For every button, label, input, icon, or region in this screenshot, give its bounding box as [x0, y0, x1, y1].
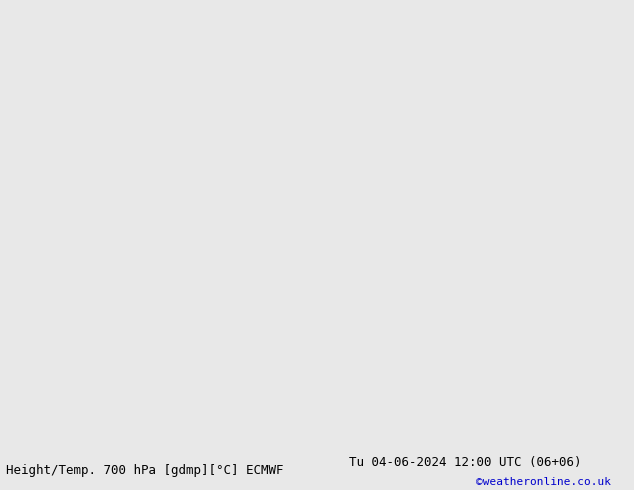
- Text: ©weatheronline.co.uk: ©weatheronline.co.uk: [476, 477, 611, 487]
- Text: Tu 04-06-2024 12:00 UTC (06+06): Tu 04-06-2024 12:00 UTC (06+06): [349, 456, 581, 469]
- Text: Height/Temp. 700 hPa [gdmp][°C] ECMWF: Height/Temp. 700 hPa [gdmp][°C] ECMWF: [6, 464, 284, 477]
